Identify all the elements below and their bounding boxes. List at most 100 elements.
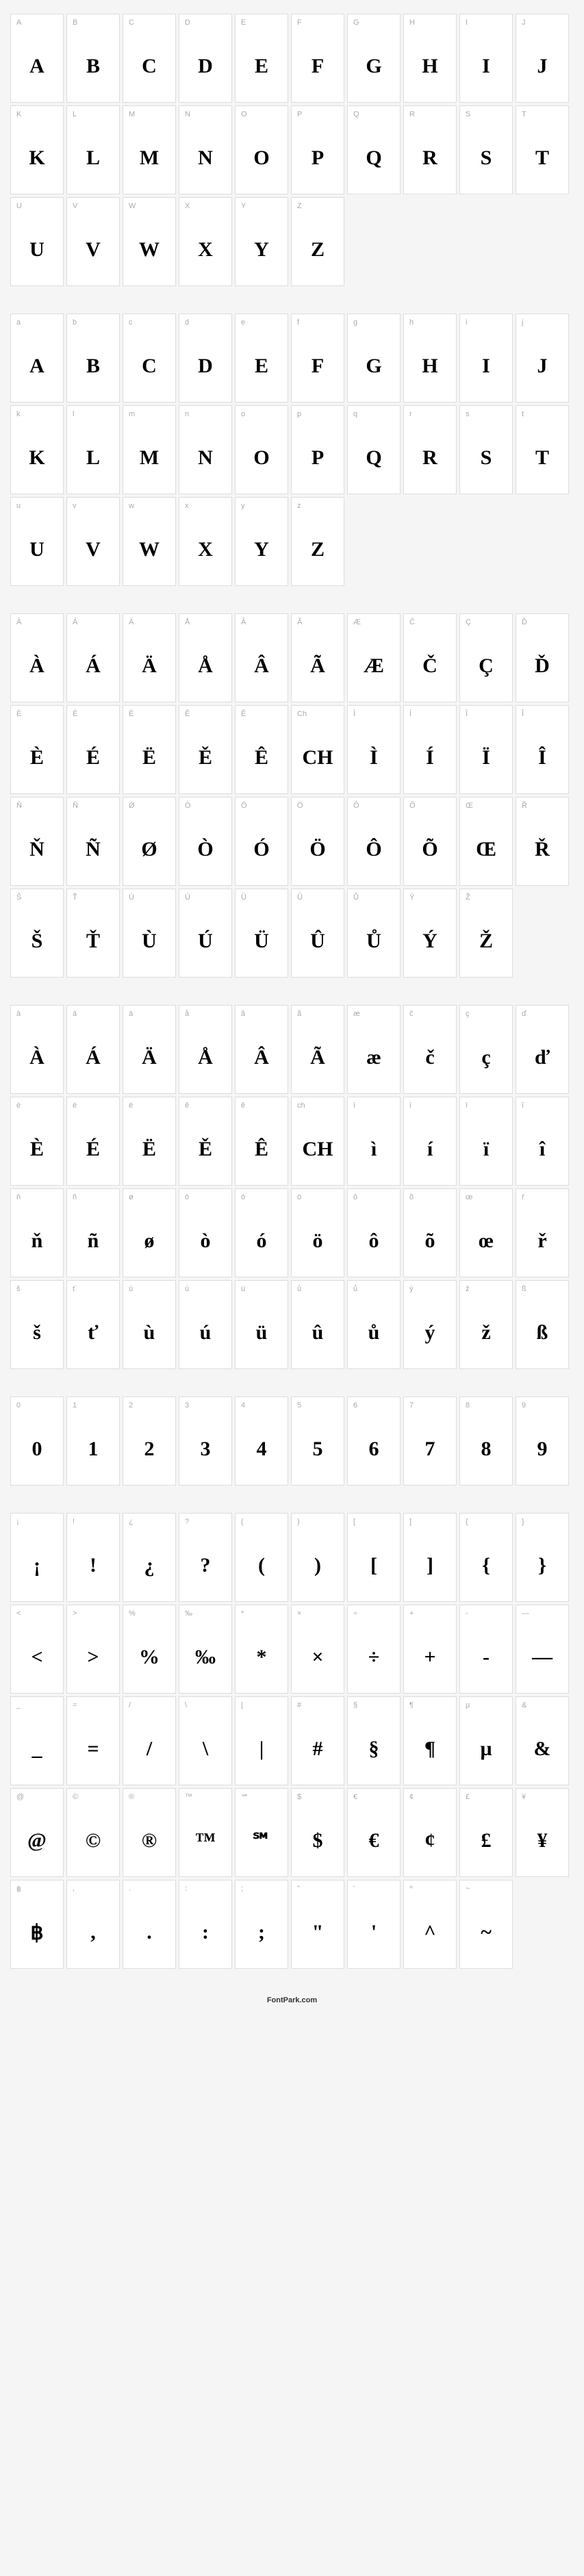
glyph-cell: øø: [123, 1188, 176, 1277]
glyph-character: ť: [67, 1297, 119, 1368]
footer-credit: FontPark.com: [10, 1996, 574, 2004]
glyph-character: E: [236, 331, 288, 402]
glyph-character: CH: [292, 1114, 344, 1185]
glyph-cell: vV: [66, 497, 120, 586]
glyph-character: Y: [236, 214, 288, 285]
glyph-character: I: [460, 331, 512, 402]
glyph-character: Å: [179, 1022, 231, 1093]
glyph-label: œ: [460, 1189, 512, 1206]
glyph-cell: ¥¥: [516, 1788, 569, 1877]
glyph-character: ř: [516, 1206, 568, 1277]
glyph-cell: ŤŤ: [66, 889, 120, 978]
glyph-cell: ((: [235, 1513, 288, 1602]
glyph-label: E: [236, 14, 288, 31]
glyph-label: ø: [123, 1189, 175, 1206]
glyph-label: µ: [460, 1697, 512, 1713]
glyph-character: Ť: [67, 906, 119, 977]
glyph-cell: 55: [291, 1397, 344, 1485]
glyph-cell: ťť: [66, 1280, 120, 1369]
glyph-cell: èÈ: [10, 1097, 64, 1186]
glyph-label: Ñ: [67, 798, 119, 814]
glyph-cell: €€: [347, 1788, 401, 1877]
glyph-cell: fF: [291, 314, 344, 403]
glyph-character: >: [67, 1622, 119, 1693]
glyph-label: Æ: [348, 614, 400, 630]
glyph-label: ť: [67, 1281, 119, 1297]
glyph-cell: VV: [66, 197, 120, 286]
glyph-character: W: [123, 514, 175, 585]
glyph-cell: áÁ: [66, 1005, 120, 1094]
glyph-character: ö: [292, 1206, 344, 1277]
glyph-label: 9: [516, 1397, 568, 1414]
glyph-character: ì: [348, 1114, 400, 1185]
glyph-label: Õ: [404, 798, 456, 814]
glyph-label: Ň: [11, 798, 63, 814]
glyph-label: N: [179, 106, 231, 123]
glyph-cell: ฿฿: [10, 1880, 64, 1969]
glyph-cell: ÁÁ: [66, 613, 120, 702]
glyph-cell: xX: [179, 497, 232, 586]
glyph-character: Q: [348, 422, 400, 494]
glyph-label: _: [11, 1697, 63, 1713]
glyph-cell: @@: [10, 1788, 64, 1877]
glyph-character: ó: [236, 1206, 288, 1277]
glyph-character: O: [236, 123, 288, 194]
glyph-cell: ŇŇ: [10, 797, 64, 886]
glyph-label: Î: [516, 706, 568, 722]
glyph-character: E: [236, 31, 288, 102]
glyph-label: h: [404, 314, 456, 331]
glyph-cell: ÔÔ: [347, 797, 401, 886]
glyph-cell: 00: [10, 1397, 64, 1485]
glyph-character: Ù: [123, 906, 175, 977]
glyph-cell: 66: [347, 1397, 401, 1485]
glyph-label: 5: [292, 1397, 344, 1414]
glyph-label: ?: [179, 1514, 231, 1530]
glyph-label: Ý: [404, 889, 456, 906]
glyph-character: ^: [404, 1897, 456, 1968]
glyph-label: +: [404, 1605, 456, 1622]
glyph-character: î: [516, 1114, 568, 1185]
glyph-cell: ËË: [123, 705, 176, 794]
glyph-label: W: [123, 198, 175, 214]
glyph-label: @: [11, 1789, 63, 1805]
glyph-character: Ë: [123, 722, 175, 793]
glyph-cell: UU: [10, 197, 64, 286]
glyph-label: À: [11, 614, 63, 630]
glyph-label: /: [123, 1697, 175, 1713]
glyph-cell: ùù: [123, 1280, 176, 1369]
glyph-cell: %%: [123, 1605, 176, 1694]
glyph-cell: ××: [291, 1605, 344, 1694]
glyph-cell: òò: [179, 1188, 232, 1277]
glyph-cell: ##: [291, 1696, 344, 1785]
glyph-character: ¥: [516, 1805, 568, 1876]
glyph-character: Û: [292, 906, 344, 977]
glyph-character: 8: [460, 1414, 512, 1485]
glyph-character: D: [179, 31, 231, 102]
glyph-cell: ÚÚ: [179, 889, 232, 978]
glyph-character: #: [292, 1713, 344, 1785]
glyph-character: µ: [460, 1713, 512, 1785]
glyph-label: (: [236, 1514, 288, 1530]
glyph-character: ß: [516, 1297, 568, 1368]
glyph-label: b: [67, 314, 119, 331]
glyph-label: ™: [179, 1789, 231, 1805]
glyph-cell: __: [10, 1696, 64, 1785]
glyph-character: ¿: [123, 1530, 175, 1601]
glyph-character: Z: [292, 214, 344, 285]
character-map: AABBCCDDEEFFGGHHIIJJKKLLMMNNOOPPQQRRSSTT…: [10, 14, 574, 1969]
glyph-cell: ¶¶: [403, 1696, 457, 1785]
glyph-cell: CC: [123, 14, 176, 103]
glyph-character: \: [179, 1713, 231, 1785]
glyph-character: _: [11, 1713, 63, 1785]
glyph-character: -: [460, 1622, 512, 1693]
glyph-character: ): [292, 1530, 344, 1601]
glyph-cell: êÊ: [235, 1097, 288, 1186]
glyph-cell: ÂÂ: [235, 613, 288, 702]
glyph-label: Č: [404, 614, 456, 630]
glyph-label: D: [179, 14, 231, 31]
glyph-character: Ê: [236, 722, 288, 793]
glyph-label: Å: [179, 614, 231, 630]
glyph-character: X: [179, 214, 231, 285]
glyph-character: .: [123, 1897, 175, 1968]
glyph-label: Ï: [460, 706, 512, 722]
